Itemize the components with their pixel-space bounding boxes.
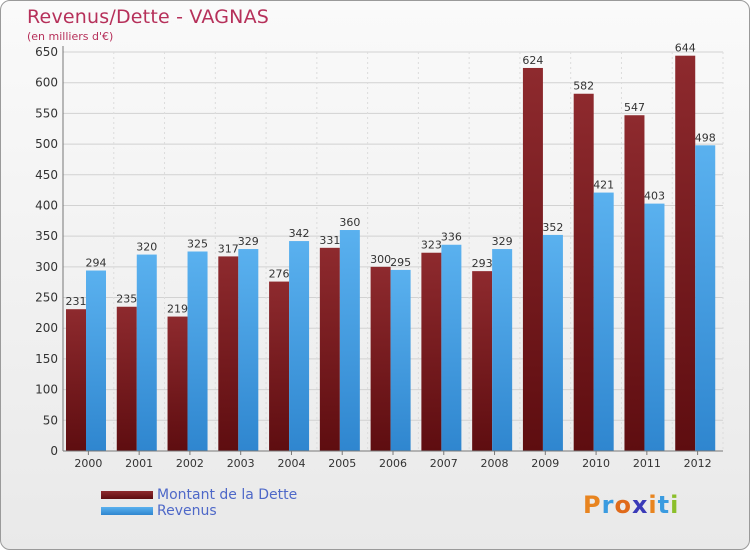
x-tick-label: 2007 bbox=[430, 457, 458, 470]
data-label-dette: 219 bbox=[167, 303, 188, 316]
x-tick-label: 2011 bbox=[633, 457, 661, 470]
bar-dette bbox=[624, 115, 645, 452]
bar-revenus bbox=[542, 234, 563, 451]
data-label-revenus: 498 bbox=[695, 131, 716, 144]
proxiti-logo: Proxiti bbox=[583, 491, 680, 519]
bar-revenus bbox=[644, 203, 665, 451]
x-tick-label: 2006 bbox=[379, 457, 407, 470]
data-label-dette: 624 bbox=[522, 54, 543, 67]
data-label-revenus: 421 bbox=[593, 179, 614, 192]
x-tick-label: 2009 bbox=[531, 457, 559, 470]
x-tick-label: 2005 bbox=[328, 457, 356, 470]
data-label-revenus: 295 bbox=[390, 256, 411, 269]
x-tick-label: 2003 bbox=[227, 457, 255, 470]
bar-revenus bbox=[238, 249, 259, 451]
data-label-dette: 231 bbox=[66, 295, 87, 308]
data-label-dette: 323 bbox=[421, 239, 442, 252]
data-label-dette: 547 bbox=[624, 101, 645, 114]
y-tick-label: 50 bbox=[43, 413, 58, 427]
bar-revenus bbox=[695, 145, 716, 451]
bar-dette bbox=[269, 281, 290, 451]
bar-dette bbox=[167, 316, 188, 451]
bar-dette bbox=[573, 93, 594, 451]
bar-dette bbox=[319, 247, 340, 451]
data-label-revenus: 342 bbox=[289, 227, 310, 240]
legend-item-revenus: Revenus bbox=[101, 503, 297, 519]
legend-swatch-dette bbox=[101, 491, 153, 499]
bar-revenus bbox=[289, 241, 310, 451]
legend-label-revenus: Revenus bbox=[157, 503, 217, 519]
x-tick-label: 2001 bbox=[125, 457, 153, 470]
data-label-revenus: 352 bbox=[542, 221, 563, 234]
x-tick-label: 2004 bbox=[277, 457, 305, 470]
bar-revenus bbox=[390, 269, 411, 451]
bar-revenus bbox=[86, 270, 106, 451]
y-tick-label: 100 bbox=[35, 383, 58, 397]
data-label-dette: 331 bbox=[319, 234, 340, 247]
y-tick-label: 150 bbox=[35, 352, 58, 366]
y-tick-label: 450 bbox=[35, 168, 58, 182]
data-label-dette: 317 bbox=[218, 242, 239, 255]
legend: Montant de la Dette Revenus bbox=[101, 487, 297, 519]
bar-dette bbox=[675, 55, 696, 452]
bar-dette bbox=[522, 67, 543, 452]
data-label-dette: 293 bbox=[472, 257, 493, 270]
bar-dette bbox=[370, 266, 391, 451]
bar-revenus bbox=[187, 251, 208, 451]
x-tick-label: 2010 bbox=[582, 457, 610, 470]
data-label-revenus: 320 bbox=[136, 241, 157, 254]
legend-swatch-revenus bbox=[101, 507, 153, 515]
y-tick-label: 400 bbox=[35, 198, 58, 212]
data-label-revenus: 294 bbox=[86, 257, 107, 270]
y-tick-label: 500 bbox=[35, 137, 58, 151]
x-tick-label: 2000 bbox=[74, 457, 102, 470]
bar-revenus bbox=[136, 254, 157, 451]
data-label-revenus: 329 bbox=[492, 235, 513, 248]
data-label-revenus: 325 bbox=[187, 238, 208, 251]
data-label-dette: 300 bbox=[370, 253, 391, 266]
y-tick-label: 600 bbox=[35, 76, 58, 90]
x-tick-label: 2002 bbox=[176, 457, 204, 470]
x-tick-label: 2008 bbox=[481, 457, 509, 470]
legend-label-dette: Montant de la Dette bbox=[157, 487, 298, 503]
bar-dette bbox=[116, 306, 137, 451]
data-label-revenus: 336 bbox=[441, 231, 462, 244]
bar-dette bbox=[66, 309, 86, 451]
bar-dette bbox=[421, 252, 442, 451]
y-tick-label: 250 bbox=[35, 291, 58, 305]
y-tick-label: 650 bbox=[35, 45, 58, 59]
x-tick-label: 2012 bbox=[684, 457, 712, 470]
data-label-revenus: 403 bbox=[644, 190, 665, 203]
bar-revenus bbox=[593, 192, 614, 451]
data-label-revenus: 329 bbox=[238, 235, 259, 248]
y-tick-label: 0 bbox=[50, 444, 58, 458]
chart-subtitle: (en milliers d'€) bbox=[27, 30, 114, 43]
y-tick-label: 550 bbox=[35, 106, 58, 120]
data-label-dette: 235 bbox=[116, 293, 137, 306]
bar-revenus bbox=[339, 230, 360, 451]
data-label-dette: 582 bbox=[573, 80, 594, 93]
bar-dette bbox=[472, 271, 493, 451]
bar-revenus bbox=[441, 244, 462, 451]
bar-dette bbox=[218, 256, 239, 451]
y-tick-label: 350 bbox=[35, 229, 58, 243]
y-tick-label: 200 bbox=[35, 321, 58, 335]
data-label-revenus: 360 bbox=[339, 216, 360, 229]
chart-title: Revenus/Dette - VAGNAS bbox=[27, 6, 270, 28]
data-label-dette: 276 bbox=[269, 268, 290, 281]
y-tick-label: 300 bbox=[35, 260, 58, 274]
bar-revenus bbox=[492, 249, 513, 451]
data-label-dette: 644 bbox=[675, 42, 696, 55]
legend-item-dette: Montant de la Dette bbox=[101, 487, 297, 503]
